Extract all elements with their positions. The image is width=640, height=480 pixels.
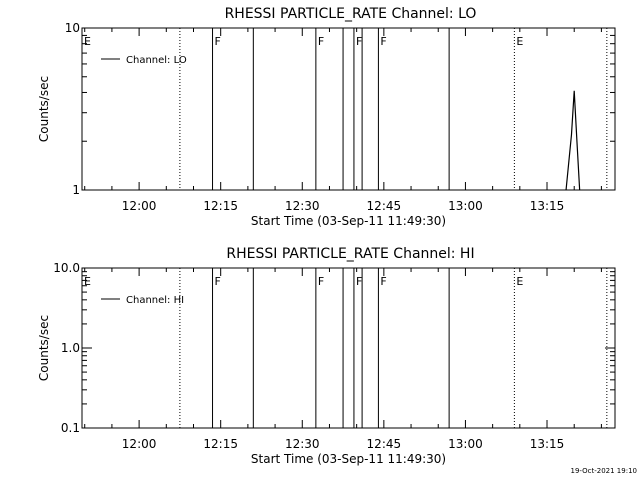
event-flag: F <box>380 275 386 288</box>
x-tick-label: 12:15 <box>203 199 238 213</box>
event-flag: E <box>516 275 523 288</box>
x-tick-label: 12:00 <box>122 199 157 213</box>
chart-title: RHESSI PARTICLE_RATE Channel: LO <box>225 6 477 22</box>
event-flag: F <box>215 275 221 288</box>
event-flag: F <box>215 35 221 48</box>
x-axis-label: Start Time (03-Sep-11 11:49:30) <box>251 214 446 228</box>
event-flag: E <box>84 275 91 288</box>
event-flag: F <box>318 275 324 288</box>
series-line <box>565 90 581 191</box>
x-tick-label: 13:15 <box>530 199 565 213</box>
x-tick-label: 12:30 <box>285 199 320 213</box>
x-tick-label: 13:00 <box>448 199 483 213</box>
y-tick-label: 1.0 <box>61 341 80 355</box>
plot-frame <box>81 267 616 429</box>
y-tick-label: 10.0 <box>53 261 80 275</box>
x-tick-label: 12:45 <box>367 199 402 213</box>
legend-label: Channel: LO <box>126 55 187 66</box>
y-tick-label: 0.1 <box>61 421 80 435</box>
plot-frame <box>81 27 616 191</box>
legend-label: Channel: HI <box>126 295 184 306</box>
x-tick-label: 12:30 <box>285 437 320 451</box>
x-tick-label: 13:00 <box>448 437 483 451</box>
event-flag: F <box>318 35 324 48</box>
x-tick-label: 13:15 <box>530 437 565 451</box>
chart-title: RHESSI PARTICLE_RATE Channel: HI <box>226 246 474 262</box>
x-tick-label: 12:45 <box>367 437 402 451</box>
x-tick-label: 12:15 <box>203 437 238 451</box>
y-tick-label: 1 <box>72 183 80 197</box>
panel-1: RHESSI PARTICLE_RATE Channel: LO Start Ti… <box>37 6 616 228</box>
event-flag: F <box>356 35 362 48</box>
footer-timestamp: 19-Oct-2021 19:10 <box>571 467 637 475</box>
y-axis-label: Counts/sec <box>37 315 51 381</box>
event-flag: E <box>84 35 91 48</box>
y-axis-label: Counts/sec <box>37 76 51 142</box>
event-flag: F <box>356 275 362 288</box>
event-flag: E <box>516 35 523 48</box>
panel-2: RHESSI PARTICLE_RATE Channel: HI Start Ti… <box>37 246 616 466</box>
event-flag: F <box>380 35 386 48</box>
x-tick-label: 12:00 <box>122 437 157 451</box>
y-tick-label: 10 <box>65 21 80 35</box>
x-axis-label: Start Time (03-Sep-11 11:49:30) <box>251 452 446 466</box>
